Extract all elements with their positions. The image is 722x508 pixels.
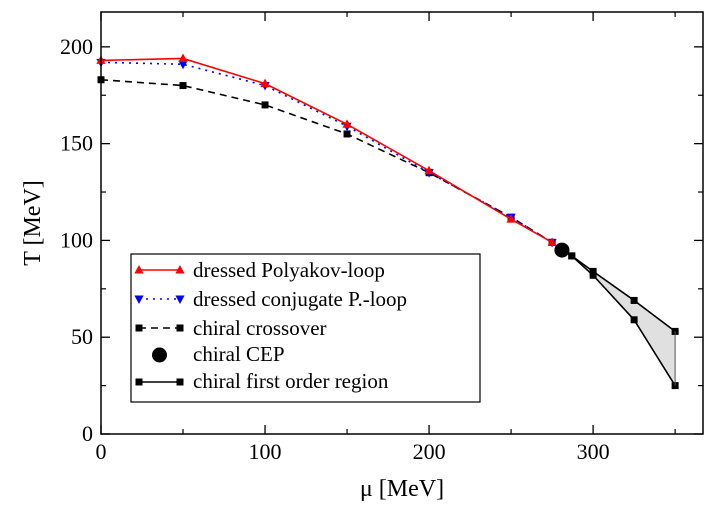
y-tick-label: 100 <box>60 227 93 252</box>
legend-marker-0-b <box>175 265 185 274</box>
legend-marker-1-a <box>134 295 144 304</box>
legend-marker-cep <box>152 347 167 363</box>
plot-frame <box>100 11 704 435</box>
series-2-point-2 <box>261 101 269 109</box>
series-line-2 <box>100 78 553 244</box>
legend-label-first-order: chiral first order region <box>193 369 389 393</box>
x-axis-label: μ [MeV] <box>360 476 444 502</box>
x-tick-label: 0 <box>96 439 107 464</box>
series-4 <box>561 249 679 390</box>
first-order-upper-point-3 <box>630 296 638 304</box>
series-2-point-3 <box>343 130 351 138</box>
legend: dressed Polyakov-loop dressed conjugate … <box>130 253 481 403</box>
series-0 <box>96 53 557 246</box>
first-order-lower-point-3 <box>630 316 638 324</box>
y-axis-label: T [MeV] <box>20 180 46 266</box>
legend-marker-first-order-a <box>135 378 143 386</box>
series-0-point-6 <box>547 237 557 246</box>
x-tick-label: 100 <box>249 439 282 464</box>
first-order-upper-point-2 <box>589 267 597 275</box>
first-order-lower-point-2 <box>589 271 597 279</box>
series-0-point-2 <box>260 78 270 88</box>
legend-label-polyakov: dressed Polyakov-loop <box>193 258 385 282</box>
x-tick-label: 200 <box>413 439 446 464</box>
legend-marker-0-a <box>134 265 144 274</box>
series-line-1 <box>100 61 553 244</box>
x-tick-label: 300 <box>577 439 610 464</box>
series-0-point-4 <box>424 165 434 175</box>
series-layer <box>96 53 679 390</box>
first-order-lower-point-1 <box>568 252 576 260</box>
y-tick-label: 200 <box>60 34 93 59</box>
legend-marker-1-b <box>175 295 185 304</box>
series-0-point-5 <box>506 214 516 223</box>
legend-marker-2-b <box>176 324 184 332</box>
first-order-region-fill-layer <box>561 250 676 386</box>
legend-marker-2-a <box>135 324 143 332</box>
ticks-layer: 0 100 200 300 0 50 100 150 200 <box>60 12 703 464</box>
legend-label-cep: chiral CEP <box>193 342 285 366</box>
y-tick-label: 0 <box>82 421 93 446</box>
y-tick-label: 50 <box>71 324 93 349</box>
legend-marker-first-order-b <box>176 378 184 386</box>
series-2 <box>97 76 556 246</box>
series-0-point-1 <box>178 53 188 62</box>
series-2-point-1 <box>179 82 187 90</box>
series-1-point-1 <box>178 60 188 70</box>
first-order-region-fill <box>561 250 676 386</box>
series-0-point-3 <box>342 119 352 128</box>
cep-point-0 <box>554 242 570 258</box>
series-line-0 <box>100 57 553 244</box>
legend-samples <box>134 265 185 386</box>
legend-label-crossover: chiral crossover <box>193 316 327 340</box>
series-1 <box>96 58 557 248</box>
legend-box <box>130 253 481 403</box>
legend-label-conjugate: dressed conjugate P.-loop <box>193 287 407 311</box>
y-tick-label: 150 <box>60 131 93 156</box>
